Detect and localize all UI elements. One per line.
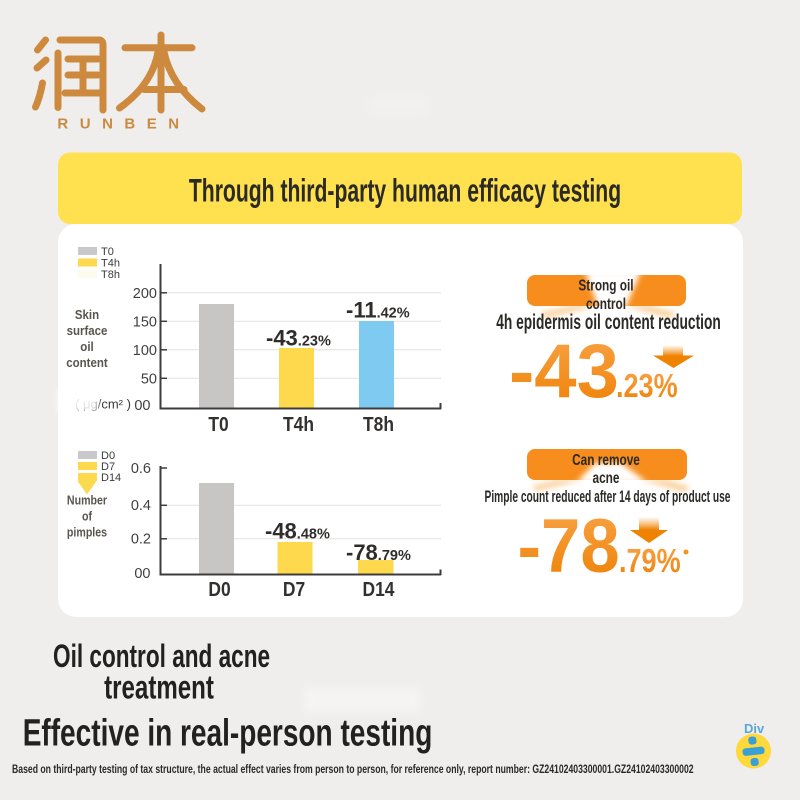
svg-text:-78: -78 xyxy=(518,504,620,589)
svg-text:surface: surface xyxy=(67,324,108,339)
svg-text:.79%: .79% xyxy=(619,544,681,580)
svg-text:Number: Number xyxy=(67,494,108,508)
svg-text:.23%: .23% xyxy=(616,369,678,405)
svg-text:oil: oil xyxy=(80,340,93,355)
svg-text:acne: acne xyxy=(593,468,620,486)
svg-text:0.4: 0.4 xyxy=(131,498,151,514)
svg-text:of: of xyxy=(82,510,92,524)
svg-text:D14: D14 xyxy=(101,472,121,484)
svg-text:T0: T0 xyxy=(101,246,114,258)
svg-text:0.2: 0.2 xyxy=(131,532,151,548)
svg-text:0.6: 0.6 xyxy=(131,461,151,477)
svg-text:Effective in real-person testi: Effective in real-person testing xyxy=(23,713,433,755)
svg-text:Skin: Skin xyxy=(75,308,99,323)
svg-text:Through third-party human effi: Through third-party human efficacy testi… xyxy=(189,172,621,209)
svg-text:200: 200 xyxy=(133,286,157,302)
svg-text:100: 100 xyxy=(133,343,157,359)
svg-text:pimples: pimples xyxy=(67,526,107,540)
svg-text:Strong oil: Strong oil xyxy=(578,276,633,294)
svg-text:D14: D14 xyxy=(363,579,395,602)
svg-text:control: control xyxy=(586,294,626,312)
svg-text:D7: D7 xyxy=(101,461,115,473)
svg-text:T4h: T4h xyxy=(101,258,120,270)
svg-text:Pimple count reduced after 14: Pimple count reduced after 14 days of pr… xyxy=(485,488,731,506)
svg-text:T8h: T8h xyxy=(363,414,394,437)
svg-text:T0: T0 xyxy=(208,414,228,437)
svg-text:RUNBEN: RUNBEN xyxy=(57,116,190,133)
svg-text:150: 150 xyxy=(133,315,157,331)
svg-text:50: 50 xyxy=(141,372,157,388)
svg-text:D0: D0 xyxy=(101,450,115,462)
svg-text:content: content xyxy=(66,356,108,371)
svg-text:T8h: T8h xyxy=(101,269,120,281)
svg-text:treatment: treatment xyxy=(104,670,214,707)
svg-text:-43: -43 xyxy=(509,329,619,414)
svg-text:00: 00 xyxy=(134,566,150,582)
svg-text:00: 00 xyxy=(134,398,150,414)
svg-text:D7: D7 xyxy=(283,579,305,602)
svg-text:Based on third-party testing o: Based on third-party testing of tax stru… xyxy=(12,764,694,777)
svg-text:Div: Div xyxy=(744,721,765,736)
svg-text:Oil control and acne: Oil control and acne xyxy=(53,638,270,674)
svg-text:D0: D0 xyxy=(208,579,230,602)
svg-text:T4h: T4h xyxy=(283,414,314,437)
svg-text:4h epidermis oil content reduc: 4h epidermis oil content reduction xyxy=(496,310,721,334)
svg-text:-78.79%: -78.79% xyxy=(346,540,411,565)
svg-text:Can remove: Can remove xyxy=(572,450,640,468)
